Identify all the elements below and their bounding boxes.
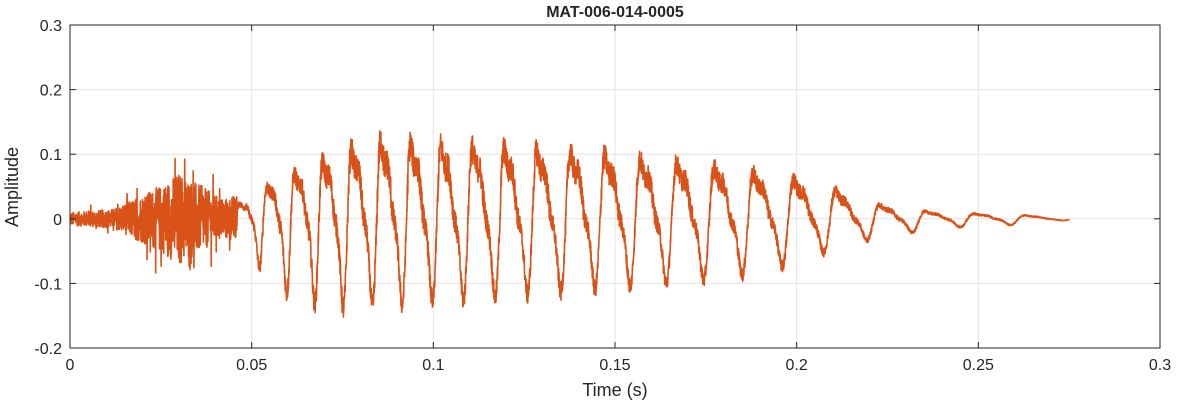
y-axis-label: Amplitude <box>2 147 22 227</box>
x-tick-label: 0.1 <box>422 357 444 374</box>
x-tick-label: 0.05 <box>236 357 267 374</box>
y-tick-label: 0 <box>53 212 62 229</box>
chart-title: MAT-006-014-0005 <box>546 4 684 21</box>
series-waveform-line <box>69 130 1070 318</box>
y-tick-label: 0.2 <box>40 83 62 100</box>
y-tick-label: 0.1 <box>40 147 62 164</box>
x-tick-label: 0 <box>66 357 75 374</box>
y-tick-label: -0.2 <box>34 341 62 358</box>
x-axis-label: Time (s) <box>582 380 647 400</box>
x-tick-label: 0.25 <box>963 357 994 374</box>
y-tick-label: 0.3 <box>40 18 62 35</box>
ticks: 0 0.05 0.1 0.15 0.2 0.25 0.3 -0.2 -0.1 0 0.1 0.2 0.3 <box>34 18 1171 374</box>
y-tick-label: -0.1 <box>34 276 62 293</box>
x-tick-label: 0.15 <box>599 357 630 374</box>
x-tick-label: 0.2 <box>786 357 808 374</box>
x-tick-label: 0.3 <box>1149 357 1171 374</box>
